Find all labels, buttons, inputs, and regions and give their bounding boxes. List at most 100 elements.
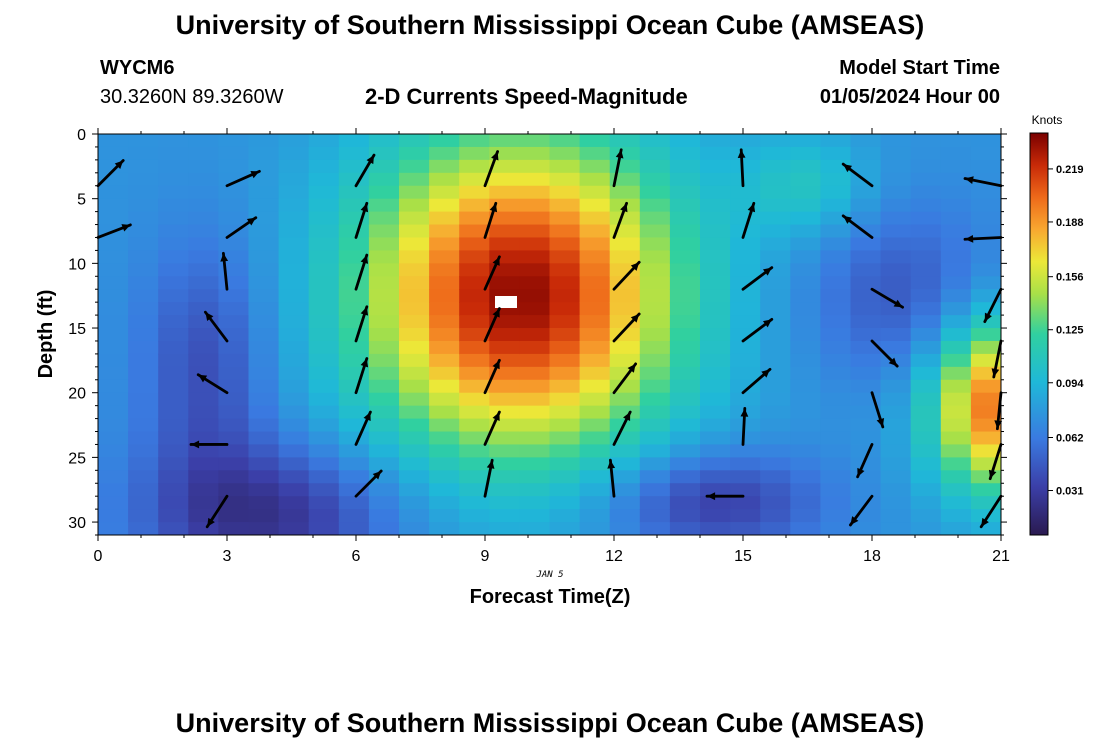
heatmap-cell-630 [669, 418, 701, 433]
heatmap-cell-268 [338, 289, 370, 303]
heatmap-cell-587 [639, 276, 671, 290]
heatmap-cell-236 [308, 289, 340, 303]
heatmap-cell-514 [579, 159, 611, 174]
current-arrow-44 [963, 176, 1003, 188]
heatmap-cell-813 [850, 302, 882, 316]
heatmap-cell-916 [940, 392, 972, 407]
heatmap-cell-785 [820, 353, 852, 368]
heatmap-cell-608 [669, 134, 701, 148]
heatmap-cell-669 [700, 509, 731, 523]
heatmap-cell-569 [609, 457, 641, 471]
heatmap-cell-758 [790, 418, 821, 433]
heatmap-cell-864 [910, 134, 942, 148]
heatmap-cell-891 [910, 483, 942, 497]
heatmap-cell-702 [730, 522, 761, 535]
heatmap-cell-560 [609, 340, 641, 355]
heatmap-cell-320 [399, 134, 430, 148]
heatmap-cell-179 [248, 379, 280, 394]
heatmap-cell-621 [669, 302, 701, 316]
heatmap-cell-218 [278, 470, 310, 484]
heatmap-cell-124 [188, 496, 219, 510]
heatmap-cell-589 [639, 302, 671, 316]
heatmap-cell-364 [429, 289, 460, 303]
heatmap-cell-593 [639, 353, 671, 368]
heatmap-cell-107 [188, 276, 219, 290]
heatmap-cell-684 [730, 289, 761, 303]
heatmap-cell-430 [489, 315, 520, 329]
current-arrows [96, 148, 1003, 529]
heatmap-cell-731 [760, 483, 791, 497]
heatmap-cell-752 [790, 340, 821, 355]
heatmap-cell-108 [188, 289, 219, 303]
heatmap-cell-152 [218, 444, 250, 458]
heatmap-cell-622 [669, 315, 701, 329]
heatmap-cell-698 [730, 470, 761, 484]
heatmap-cell-219 [278, 483, 310, 497]
heatmap-cell-21 [98, 405, 129, 420]
heatmap-cell-546 [609, 159, 641, 174]
heatmap-cell-27 [98, 483, 129, 497]
heatmap-cell-666 [700, 470, 731, 484]
heatmap-cell-678 [730, 211, 761, 226]
heatmap-cell-22 [98, 418, 129, 433]
heatmap-cell-886 [910, 418, 942, 433]
heatmap-cell-169 [248, 250, 280, 264]
heatmap-cell-739 [790, 172, 821, 187]
heatmap-cell-539 [579, 483, 611, 497]
heatmap-cell-159 [218, 535, 249, 549]
heatmap-cell-322 [399, 159, 430, 174]
heatmap-cell-245 [308, 405, 340, 420]
colorbar-label: Knots [1032, 113, 1063, 127]
heatmap-cell-194 [278, 159, 310, 174]
heatmap-cell-681 [730, 250, 761, 264]
heatmap-cell-832 [880, 134, 912, 148]
heatmap-cell-297 [368, 250, 400, 264]
heatmap-cell-511 [550, 535, 581, 549]
heatmap-cell-165 [248, 198, 280, 213]
heatmap-cell-319 [369, 535, 400, 549]
heatmap-cell-855 [880, 431, 912, 446]
heatmap-cell-145 [218, 353, 250, 368]
heatmap-cell-795 [820, 483, 852, 497]
current-arrow-43 [849, 494, 874, 527]
heatmap-cell-282 [338, 470, 370, 484]
heatmap-cell-18 [98, 366, 129, 381]
heatmap-cell-498 [549, 366, 581, 381]
heatmap-cell-142 [218, 315, 250, 329]
heatmap-cell-579 [639, 172, 671, 187]
heatmap-cell-964 [1001, 186, 1032, 200]
heatmap-cell-568 [609, 444, 641, 458]
heatmap-cell-620 [669, 289, 701, 303]
heatmap-cell-331 [399, 276, 430, 290]
heatmap-cell-619 [669, 276, 701, 290]
current-arrow-34 [741, 367, 772, 395]
heatmap-cell-863 [881, 535, 912, 549]
heatmap-cell-393 [459, 250, 490, 264]
heatmap-cell-970 [1001, 263, 1032, 277]
station-coordinates: 30.3260N 89.3260W [100, 86, 284, 108]
heatmap-cell-838 [880, 211, 912, 226]
heatmap-cell-565 [609, 405, 641, 420]
heatmap-cell-336 [399, 340, 430, 355]
heatmap-cell-837 [880, 198, 912, 213]
current-arrow-32 [741, 266, 774, 291]
heatmap-cell-15 [98, 328, 129, 342]
heatmap-cell-966 [1001, 212, 1032, 226]
heatmap-cell-584 [639, 237, 671, 252]
heatmap-cell-861 [880, 509, 912, 523]
heatmap-cell-309 [368, 405, 400, 420]
heatmap-cell-845 [880, 302, 912, 316]
heatmap-cell-46 [128, 315, 159, 329]
heatmap-cell-470 [519, 418, 551, 433]
heatmap-cell-17 [98, 353, 129, 368]
heatmap-cell-386 [459, 159, 490, 174]
heatmap-cell-541 [579, 509, 611, 523]
heatmap-cell-120 [188, 444, 219, 458]
heatmap-cell-918 [940, 418, 972, 433]
heatmap-cell-768 [820, 134, 852, 148]
heatmap-cell-155 [218, 483, 250, 497]
heatmap-cell-538 [579, 470, 611, 484]
heatmap-cell-831 [851, 535, 882, 549]
heatmap-cell-510 [549, 522, 581, 535]
heatmap-cell-78 [158, 315, 189, 329]
